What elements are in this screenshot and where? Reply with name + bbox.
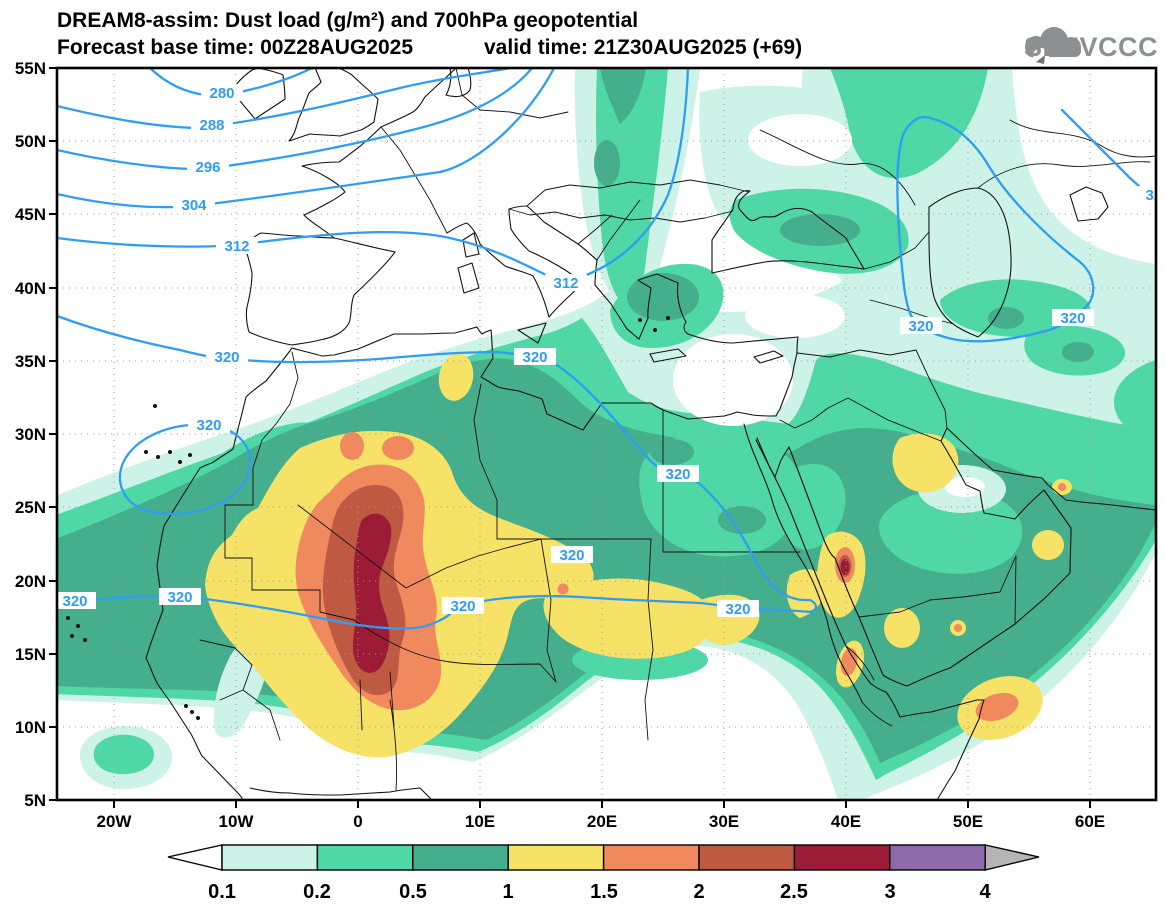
subtitle-base-time: Forecast base time: 00Z28AUG2025 xyxy=(57,36,413,59)
contour-label-288: 288 xyxy=(199,117,224,134)
colorbar-labels: 0.1 0.2 0.5 1 1.5 2 2.5 3 4 xyxy=(208,881,991,903)
colorbar-segment xyxy=(793,844,891,871)
lon-label: 40E xyxy=(831,812,861,831)
contour-label-280: 280 xyxy=(209,85,234,102)
contour-label-320: 320 xyxy=(1060,310,1085,327)
colorbar-segment xyxy=(602,844,700,871)
coastline-layer xyxy=(66,68,1156,800)
dust-shading-layer xyxy=(57,68,1156,800)
contour-label-320: 320 xyxy=(559,547,584,564)
contour-label-304: 304 xyxy=(181,197,207,214)
lon-label: 60E xyxy=(1075,812,1105,831)
colorbar-segment xyxy=(221,844,319,871)
contour-label-320: 320 xyxy=(522,349,547,366)
lat-label: 25N xyxy=(15,498,46,517)
colorbar-under-arrow xyxy=(167,844,223,871)
contour-label-320: 320 xyxy=(450,598,475,615)
geopotential-contour-layer xyxy=(57,68,1156,630)
colorbar-over-arrow xyxy=(984,844,1040,871)
colorbar-label: 3 xyxy=(884,881,895,903)
lat-label: 40N xyxy=(15,279,46,298)
lat-label: 10N xyxy=(15,718,46,737)
contour-label-boxes xyxy=(57,84,1156,617)
colorbar-segment xyxy=(412,844,509,871)
dust-level-2.5 xyxy=(352,513,850,673)
colorbar-segment xyxy=(316,844,414,871)
seevccc-logo: SEEVCCC xyxy=(1024,27,1158,64)
contour-label-312: 312 xyxy=(224,238,249,255)
page-title: DREAM8-assim: Dust load (g/m²) and 700hP… xyxy=(57,9,638,32)
lat-label: 45N xyxy=(15,205,46,224)
contour-labels: 280 288 296 304 312 312 320 320 320 320 … xyxy=(62,85,1165,618)
colorbar-label: 1.5 xyxy=(590,881,618,903)
lat-label: 20N xyxy=(15,572,46,591)
contour-label-320: 320 xyxy=(214,349,239,366)
contour-label-320: 320 xyxy=(196,417,221,434)
colorbar-label: 0.2 xyxy=(303,881,331,903)
dust-holes-white xyxy=(673,114,985,497)
lon-label: 10E xyxy=(465,812,495,831)
contour-label-320: 320 xyxy=(62,593,87,610)
contour-label-320: 320 xyxy=(665,466,690,483)
contour-label-320: 320 xyxy=(725,601,750,618)
lat-label: 55N xyxy=(15,59,46,78)
colorbar-label: 0.1 xyxy=(208,881,236,903)
colorbar-label: 2.5 xyxy=(780,881,808,903)
colorbar-label: 1 xyxy=(502,881,513,903)
contour-label-312: 312 xyxy=(553,275,578,292)
logo-text: SEEVCCC xyxy=(1024,32,1158,62)
contour-label-320: 320 xyxy=(167,589,192,606)
contour-label-296: 296 xyxy=(195,159,220,176)
lat-axis: 55N 50N 45N 40N 35N 30N 25N 20N 15N 10N … xyxy=(15,59,57,810)
lon-label: 50E xyxy=(953,812,983,831)
colorbar-segment xyxy=(889,844,986,871)
colorbar-label: 4 xyxy=(979,881,991,903)
cloud-icon xyxy=(1025,27,1081,64)
lon-label: 20W xyxy=(97,812,133,831)
colorbar-segment xyxy=(507,844,605,871)
lon-label: 10W xyxy=(219,812,255,831)
lat-label: 35N xyxy=(15,352,46,371)
contour-label-layer: 280 288 296 304 312 312 320 320 320 320 … xyxy=(57,84,1165,618)
lat-label: 15N xyxy=(15,645,46,664)
lon-axis: 20W 10W 0 10E 20E 30E 40E 50E 60E xyxy=(97,800,1105,831)
lon-label: 30E xyxy=(709,812,739,831)
contour-label-320-clipped: 320 xyxy=(1145,187,1165,204)
lon-label: 0 xyxy=(353,812,362,831)
colorbar-segment xyxy=(698,844,796,871)
lat-label: 50N xyxy=(15,132,46,151)
lon-label: 20E xyxy=(587,812,617,831)
subtitle-valid-time: valid time: 21Z30AUG2025 (+69) xyxy=(484,36,802,59)
colorbar-label: 2 xyxy=(693,881,704,903)
colorbar-label: 0.5 xyxy=(399,881,427,903)
island-specks xyxy=(66,316,670,720)
colorbar: 0.1 0.2 0.5 1 1.5 2 2.5 3 4 xyxy=(167,844,1040,903)
contour-label-320: 320 xyxy=(908,318,933,335)
lat-label: 30N xyxy=(15,425,46,444)
lat-label: 5N xyxy=(24,791,46,810)
